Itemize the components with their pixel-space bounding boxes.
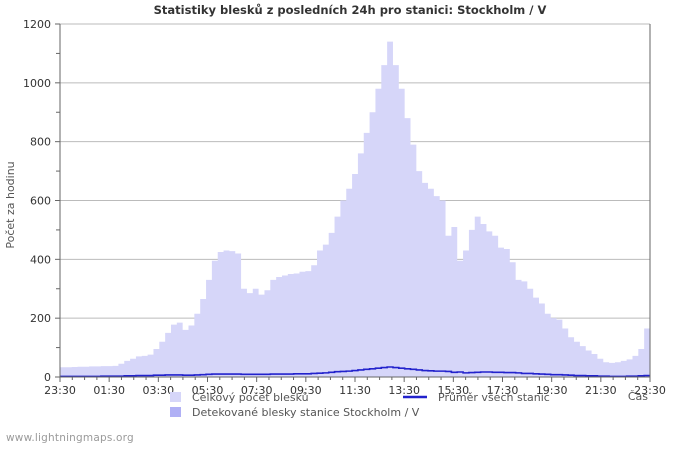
legend-entry-1: Detekované blesky stanice Stockholm / V <box>170 406 420 419</box>
x-tick-label: 03:30 <box>142 384 174 397</box>
x-tick-label: 19:30 <box>536 384 568 397</box>
x-axis-label: Čas <box>628 390 648 403</box>
legend-swatch-icon <box>170 392 181 402</box>
x-tick-label: 05:30 <box>192 384 224 397</box>
x-tick-label: 23:30 <box>634 384 666 397</box>
y-tick-label: 1200 <box>23 18 51 31</box>
x-tick-label: 11:30 <box>339 384 371 397</box>
y-tick-label: 0 <box>44 371 51 384</box>
series-plots <box>60 41 650 378</box>
x-tick-label: 07:30 <box>241 384 273 397</box>
y-axis-ticks: 0 200 400 600 800 1000 1200 <box>23 18 60 384</box>
legend-entry-0: Celkový počet blesků <box>170 391 309 404</box>
x-tick-label: 13:30 <box>388 384 420 397</box>
area-series-0 <box>60 41 650 378</box>
site-watermark: www.lightningmaps.org <box>6 432 134 444</box>
x-tick-label: 09:30 <box>290 384 322 397</box>
legend-label: Celkový počet blesků <box>192 391 309 404</box>
x-tick-label: 21:30 <box>585 384 617 397</box>
x-tick-label: 15:30 <box>437 384 469 397</box>
chart-legend: Celkový počet blesků Detekované blesky st… <box>170 391 550 419</box>
y-tick-label: 400 <box>30 253 51 266</box>
x-tick-label: 01:30 <box>93 384 125 397</box>
y-tick-label: 1000 <box>23 77 51 90</box>
chart-title: Statistiky blesků z posledních 24h pro s… <box>154 3 547 17</box>
x-tick-label: 17:30 <box>487 384 519 397</box>
legend-label: Průměr všech stanic <box>438 391 550 404</box>
y-tick-label: 200 <box>30 312 51 325</box>
line-series-2 <box>60 366 650 378</box>
legend-label: Detekované blesky stanice Stockholm / V <box>192 406 420 419</box>
x-tick-label: 23:30 <box>44 384 76 397</box>
legend-swatch-icon <box>170 407 181 417</box>
y-tick-label: 600 <box>30 195 51 208</box>
x-axis-ticks: 23:30 01:30 03:30 05:30 07:30 09:30 11:30 13:30… <box>44 377 666 397</box>
y-tick-label: 800 <box>30 136 51 149</box>
legend-entry-2: Průměr všech stanic <box>403 391 550 404</box>
y-axis-label: Počet za hodinu <box>4 161 17 248</box>
